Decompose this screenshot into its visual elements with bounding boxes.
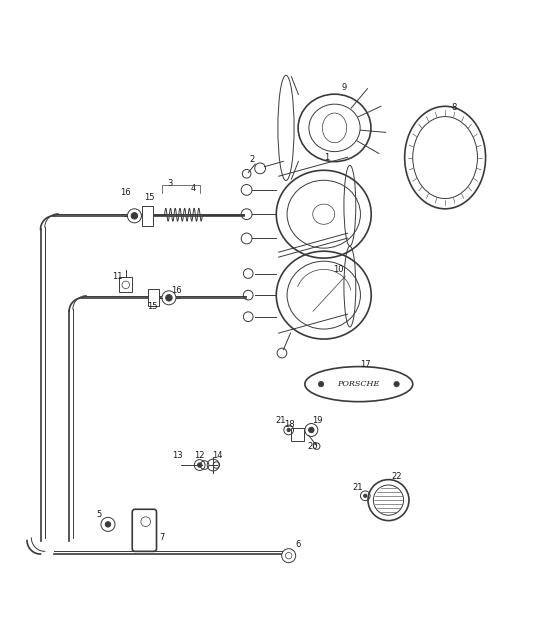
Text: 3: 3 bbox=[167, 179, 173, 188]
Circle shape bbox=[287, 428, 290, 431]
Circle shape bbox=[368, 480, 409, 521]
Text: 14: 14 bbox=[212, 452, 223, 460]
Text: 9: 9 bbox=[342, 83, 347, 92]
Text: 10: 10 bbox=[333, 265, 343, 274]
Circle shape bbox=[394, 381, 399, 387]
Circle shape bbox=[318, 381, 324, 387]
Text: 12: 12 bbox=[195, 451, 205, 460]
FancyBboxPatch shape bbox=[148, 289, 159, 306]
Text: 21: 21 bbox=[276, 416, 286, 425]
Text: 6: 6 bbox=[295, 540, 300, 550]
Text: 4: 4 bbox=[191, 184, 196, 193]
Text: 15: 15 bbox=[147, 303, 158, 311]
Circle shape bbox=[162, 291, 176, 305]
Circle shape bbox=[128, 208, 141, 223]
FancyBboxPatch shape bbox=[132, 509, 156, 551]
Text: 7: 7 bbox=[159, 533, 165, 543]
Text: 5: 5 bbox=[96, 510, 101, 519]
Text: 1: 1 bbox=[324, 153, 329, 162]
Circle shape bbox=[166, 295, 172, 301]
Circle shape bbox=[364, 494, 367, 497]
FancyBboxPatch shape bbox=[119, 278, 132, 293]
Text: 18: 18 bbox=[284, 420, 295, 428]
Text: 2: 2 bbox=[250, 155, 255, 164]
Ellipse shape bbox=[305, 367, 413, 402]
Circle shape bbox=[197, 463, 202, 467]
Text: 21: 21 bbox=[352, 483, 362, 492]
FancyBboxPatch shape bbox=[291, 428, 304, 441]
Circle shape bbox=[131, 213, 138, 219]
Text: 19: 19 bbox=[313, 416, 323, 425]
Text: 16: 16 bbox=[171, 286, 182, 295]
Text: 22: 22 bbox=[391, 472, 402, 482]
Text: 8: 8 bbox=[451, 104, 457, 112]
Text: 16: 16 bbox=[120, 188, 131, 197]
Circle shape bbox=[308, 427, 314, 433]
Circle shape bbox=[105, 522, 111, 527]
Circle shape bbox=[101, 517, 115, 531]
Circle shape bbox=[282, 549, 296, 563]
Text: PORSCHE: PORSCHE bbox=[337, 380, 380, 388]
Text: 20: 20 bbox=[308, 441, 318, 451]
Text: 17: 17 bbox=[360, 360, 371, 369]
Text: 11: 11 bbox=[112, 272, 123, 281]
Text: 13: 13 bbox=[172, 451, 183, 460]
Text: 15: 15 bbox=[144, 193, 155, 202]
FancyBboxPatch shape bbox=[142, 206, 153, 225]
